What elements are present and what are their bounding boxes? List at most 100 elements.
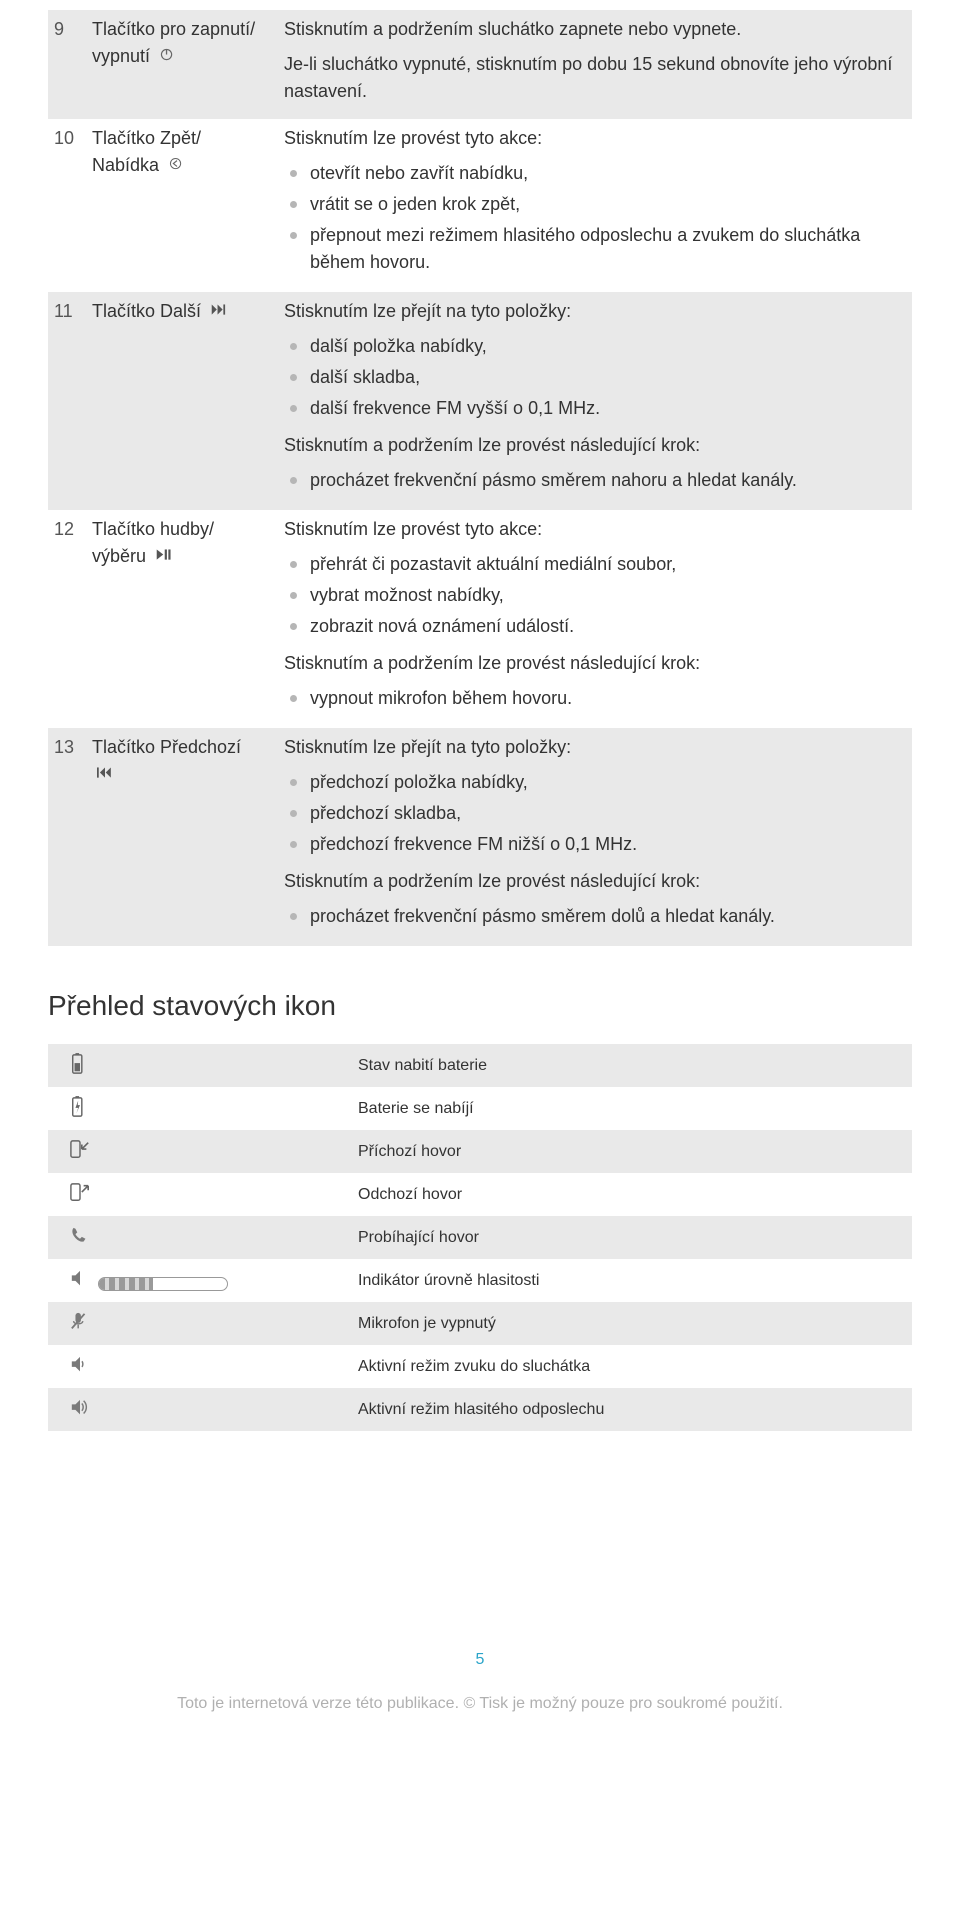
bullet-item: přepnout mezi režimem hlasitého odposlec… [284,222,906,276]
bullet-item: předchozí položka nabídky, [284,769,906,796]
desc-para: Je-li sluchátko vypnuté, stisknutím po d… [284,51,906,105]
bullet-list: další položka nabídky, další skladba, dalš… [284,333,906,422]
battery-charging-icon [70,1096,90,1118]
desc-para: Stisknutím a podržením lze provést násle… [284,432,906,459]
row-label-line2: Nabídka [92,155,159,175]
status-label: Stav nabití baterie [348,1044,912,1087]
status-icon-cell [48,1345,348,1388]
bullet-item: vrátit se o jeden krok zpět, [284,191,906,218]
battery-icon [70,1053,90,1075]
status-label: Aktivní režim hlasitého odposlechu [348,1388,912,1431]
volume-icon [70,1268,90,1290]
status-row: Baterie se nabíjí [48,1087,912,1130]
button-table: 9Tlačítko pro zapnutí/vypnutí Stisknutím… [48,10,912,946]
volume-bar [98,1277,228,1291]
status-label: Příchozí hovor [348,1130,912,1173]
page-number: 5 [48,1651,912,1669]
speaker-loud-icon [70,1397,90,1419]
status-row: Příchozí hovor [48,1130,912,1173]
status-icon-cell [48,1130,348,1173]
status-icon-cell [48,1216,348,1259]
call-out-icon [70,1182,90,1204]
call-in-icon [70,1139,90,1161]
desc-para: Stisknutím lze přejít na tyto položky: [284,298,906,325]
section-title: Přehled stavových ikon [48,990,912,1022]
table-row: 13Tlačítko PředchozíStisknutím lze přejí… [48,728,912,946]
desc-para: Stisknutím lze provést tyto akce: [284,516,906,543]
bullet-item: otevřít nebo zavřít nabídku, [284,160,906,187]
table-row: 12 Tlačítko hudby/výběru Stisknutím lze p… [48,510,912,728]
status-icon-cell [48,1173,348,1216]
row-number: 11 [48,292,86,510]
bullet-list: předchozí položka nabídky, předchozí skla… [284,769,906,858]
bullet-item: přehrát či pozastavit aktuální mediální … [284,551,906,578]
call-active-icon [70,1225,90,1247]
desc-para: Stisknutím a podržením lze provést násle… [284,868,906,895]
status-label: Probíhající hovor [348,1216,912,1259]
status-label: Aktivní režim zvuku do sluchátka [348,1345,912,1388]
play-pause-icon [153,548,175,564]
speaker-ear-icon [70,1354,90,1376]
row-number: 9 [48,10,86,119]
bullet-list: otevřít nebo zavřít nabídku, vrátit se o … [284,160,906,276]
bullet-item: vybrat možnost nabídky, [284,582,906,609]
desc-para: Stisknutím a podržením sluchátko zapnete… [284,16,906,43]
desc-para: Stisknutím lze provést tyto akce: [284,125,906,152]
bullet-item: předchozí skladba, [284,800,906,827]
bullet-item: procházet frekvenční pásmo směrem nahoru… [284,467,906,494]
row-desc: Stisknutím lze provést tyto akce: otevřít… [278,119,912,292]
prev-icon [94,766,116,782]
row-desc: Stisknutím lze přejít na tyto položky: př… [278,728,912,946]
bullet-list: procházet frekvenční pásmo směrem dolů a… [284,903,906,930]
status-icon-cell [48,1259,348,1302]
row-number: 10 [48,119,86,292]
page: 9Tlačítko pro zapnutí/vypnutí Stisknutím… [0,0,960,1753]
status-row: Indikátor úrovně hlasitosti [48,1259,912,1302]
row-label-line2: výběru [92,546,146,566]
next-icon [208,303,230,319]
row-label: Tlačítko Předchozí [86,728,278,946]
status-row: Aktivní režim hlasitého odposlechu [48,1388,912,1431]
mic-off-icon [70,1311,90,1333]
desc-para: Stisknutím a podržením lze provést násle… [284,650,906,677]
status-row: Odchozí hovor [48,1173,912,1216]
bullet-item: další položka nabídky, [284,333,906,360]
row-label-line1: Tlačítko Předchozí [92,737,241,757]
row-label-line1: Tlačítko Další [92,301,201,321]
status-label: Mikrofon je vypnutý [348,1302,912,1345]
bullet-item: předchozí frekvence FM nižší o 0,1 MHz. [284,831,906,858]
bullet-list: procházet frekvenční pásmo směrem nahoru… [284,467,906,494]
table-row: 10Tlačítko Zpět/Nabídka Stisknutím lze p… [48,119,912,292]
row-label-line1: Tlačítko hudby/ [92,519,214,539]
status-label: Baterie se nabíjí [348,1087,912,1130]
row-desc: Stisknutím lze provést tyto akce: přehrát… [278,510,912,728]
row-label-line2: vypnutí [92,46,150,66]
row-desc: Stisknutím a podržením sluchátko zapnete… [278,10,912,119]
row-label: Tlačítko Další [86,292,278,510]
bullet-list: vypnout mikrofon během hovoru. [284,685,906,712]
bullet-item: další skladba, [284,364,906,391]
status-icon-cell [48,1087,348,1130]
status-icon-table: Stav nabití baterieBaterie se nabíjíPříc… [48,1044,912,1431]
row-label-line1: Tlačítko pro zapnutí/ [92,19,255,39]
status-icon-cell [48,1044,348,1087]
status-row: Aktivní režim zvuku do sluchátka [48,1345,912,1388]
table-row: 11 Tlačítko Další Stisknutím lze přejít n… [48,292,912,510]
bullet-item: další frekvence FM vyšší o 0,1 MHz. [284,395,906,422]
status-icon-cell [48,1388,348,1431]
row-label: Tlačítko Zpět/Nabídka [86,119,278,292]
status-label: Indikátor úrovně hlasitosti [348,1259,912,1302]
power-icon [157,48,179,64]
bullet-item: vypnout mikrofon během hovoru. [284,685,906,712]
table-row: 9Tlačítko pro zapnutí/vypnutí Stisknutím… [48,10,912,119]
status-row: Stav nabití baterie [48,1044,912,1087]
desc-para: Stisknutím lze přejít na tyto položky: [284,734,906,761]
bullet-item: zobrazit nová oznámení událostí. [284,613,906,640]
bullet-item: procházet frekvenční pásmo směrem dolů a… [284,903,906,930]
status-row: Probíhající hovor [48,1216,912,1259]
footer-text: Toto je internetová verze této publikace… [48,1695,912,1713]
row-label: Tlačítko pro zapnutí/vypnutí [86,10,278,119]
back-icon [166,157,188,173]
row-number: 12 [48,510,86,728]
status-icon-cell [48,1302,348,1345]
